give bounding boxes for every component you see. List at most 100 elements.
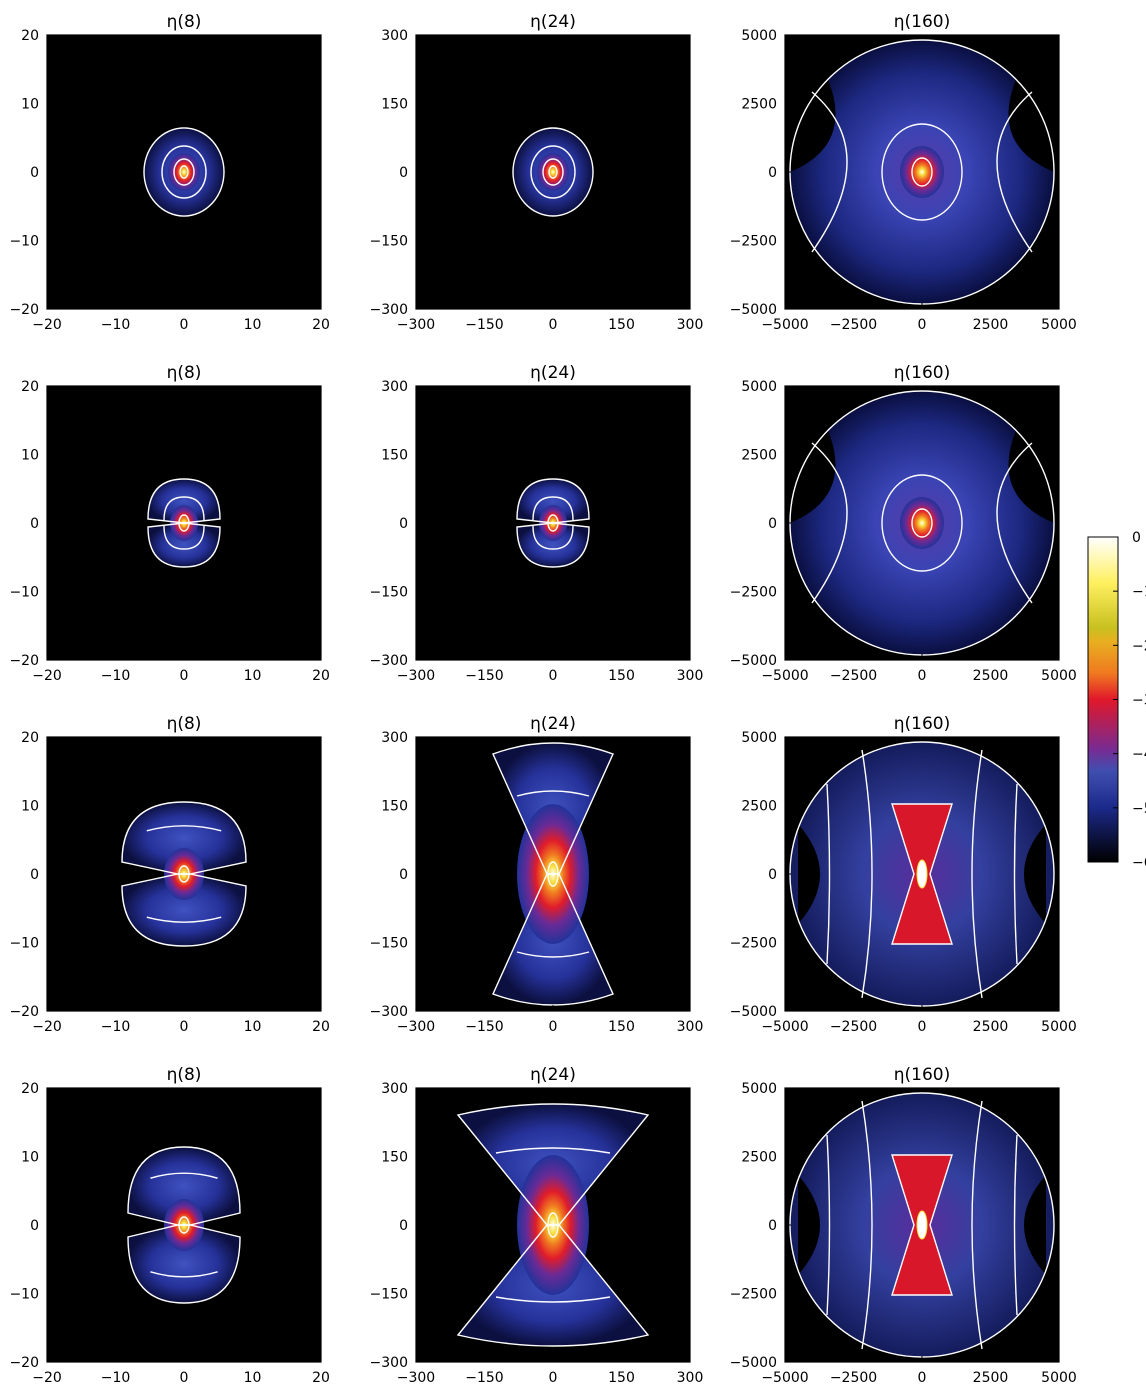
heatmap-dark bbox=[798, 824, 820, 924]
y-tick-label: 300 bbox=[381, 1081, 408, 1097]
y-tick-label: −2500 bbox=[730, 585, 777, 601]
y-tick-label: 0 bbox=[30, 165, 39, 181]
heatmap-core bbox=[537, 153, 569, 191]
contour-line bbox=[121, 801, 247, 875]
x-tick-label: −2500 bbox=[830, 1370, 877, 1386]
x-tick-label: −150 bbox=[465, 1370, 503, 1386]
colorbar: 0 −1 −2 −3 −4 −5 −6 bbox=[1087, 530, 1146, 871]
contour-line bbox=[516, 522, 590, 568]
panel-title: η(24) bbox=[530, 714, 576, 734]
y-tick-label: 10 bbox=[21, 97, 39, 113]
x-tick-label: 0 bbox=[549, 1019, 558, 1035]
y-tick-label: −300 bbox=[370, 302, 408, 318]
y-tick-label: 10 bbox=[21, 1150, 39, 1166]
x-tick-label: −300 bbox=[397, 1370, 435, 1386]
heatmap-lobe bbox=[122, 874, 246, 946]
y-tick-label: −10 bbox=[9, 585, 39, 601]
x-tick-label: 20 bbox=[312, 1019, 330, 1035]
panel-title: η(8) bbox=[167, 12, 202, 32]
y-tick-label: 150 bbox=[381, 1150, 408, 1166]
panel-title: η(160) bbox=[894, 363, 951, 383]
y-tick-label: 300 bbox=[381, 730, 408, 746]
y-tick-label: −20 bbox=[9, 1355, 39, 1371]
colorbar-tick-label: −6 bbox=[1132, 855, 1146, 871]
y-tick-label: −150 bbox=[370, 234, 408, 250]
y-tick-label: 0 bbox=[768, 867, 777, 883]
x-tick-label: 0 bbox=[549, 668, 558, 684]
contour-line bbox=[161, 145, 207, 199]
y-tick-label: 20 bbox=[21, 1081, 39, 1097]
y-tick-label: 0 bbox=[768, 516, 777, 532]
x-tick-label: 2500 bbox=[973, 668, 1009, 684]
heatmap-core bbox=[900, 146, 944, 198]
y-tick-label: −300 bbox=[370, 1355, 408, 1371]
panel-r2-c0: η(8) −20−20 −10 −10 0 0 10 10 20 20 bbox=[9, 714, 329, 1035]
contour-line bbox=[861, 749, 983, 999]
x-tick-label: 10 bbox=[244, 1019, 262, 1035]
contour-line bbox=[173, 158, 195, 186]
y-tick-label: −20 bbox=[9, 653, 39, 669]
contour-line bbox=[121, 873, 247, 947]
x-tick-label: 0 bbox=[180, 317, 189, 333]
contour-line bbox=[547, 514, 559, 532]
contour-line bbox=[143, 127, 225, 217]
contour-line bbox=[530, 145, 576, 199]
y-tick-label: −5000 bbox=[730, 1004, 777, 1020]
y-tick-label: −20 bbox=[9, 302, 39, 318]
x-tick-label: 10 bbox=[244, 317, 262, 333]
colorbar-tick-label: −3 bbox=[1132, 693, 1146, 709]
panel-r3-c1: η(24) −300−300 −150 −150 0 0 150 150 300 300 bbox=[370, 1065, 704, 1386]
x-tick-label: −300 bbox=[397, 1019, 435, 1035]
panel-r0-c0: η(8) −20−20 −10 −10 0 0 10 10 20 20 bbox=[9, 12, 329, 333]
y-tick-label: 10 bbox=[21, 448, 39, 464]
panel-r3-c0: η(8) −20−20 −10 −10 0 0 10 10 20 20 bbox=[9, 1065, 329, 1386]
panel-r0-c1: η(24) −300−300 −150 −150 0 0 150 150 300 300 bbox=[370, 12, 704, 333]
x-tick-label: −10 bbox=[101, 1019, 131, 1035]
y-tick-label: −5000 bbox=[730, 302, 777, 318]
heatmap-peak bbox=[916, 859, 928, 889]
heatmap-lobe bbox=[517, 479, 589, 523]
x-tick-label: 0 bbox=[918, 317, 927, 333]
contour-line bbox=[150, 1172, 218, 1278]
y-tick-label: 20 bbox=[21, 730, 39, 746]
x-tick-label: −150 bbox=[465, 1019, 503, 1035]
x-tick-label: −150 bbox=[465, 317, 503, 333]
contour-line bbox=[881, 474, 963, 572]
x-tick-label: −20 bbox=[32, 668, 62, 684]
panel-title: η(8) bbox=[167, 363, 202, 383]
x-tick-label: −5000 bbox=[761, 1019, 808, 1035]
contour-line bbox=[516, 790, 590, 958]
contour-line bbox=[492, 742, 614, 875]
y-tick-label: −10 bbox=[9, 936, 39, 952]
x-tick-label: 0 bbox=[180, 1370, 189, 1386]
contour-line bbox=[881, 123, 963, 221]
panel-r2-c2: η(160) −5000−5000 −2500 −2500 0 0 2500 2500 5000… bbox=[730, 714, 1077, 1035]
x-tick-label: 150 bbox=[608, 1019, 635, 1035]
y-tick-label: 5000 bbox=[741, 730, 777, 746]
contour-line bbox=[178, 865, 190, 883]
y-tick-label: −20 bbox=[9, 1004, 39, 1020]
y-tick-label: 0 bbox=[399, 1218, 408, 1234]
contour-line bbox=[178, 514, 190, 532]
heatmap-dark bbox=[1024, 1175, 1046, 1275]
colorbar-tick-label: −2 bbox=[1132, 638, 1146, 654]
panel-r0-c2: η(160) −5000−5000 −2500 −2500 0 0 2500 2500 5000… bbox=[730, 12, 1077, 333]
y-tick-label: −10 bbox=[9, 234, 39, 250]
y-tick-label: 0 bbox=[30, 516, 39, 532]
x-tick-label: 5000 bbox=[1041, 317, 1077, 333]
heatmap-peak bbox=[916, 1210, 928, 1240]
contour-line bbox=[547, 861, 559, 887]
y-tick-label: 0 bbox=[399, 165, 408, 181]
x-tick-label: −300 bbox=[397, 668, 435, 684]
panel-title: η(8) bbox=[167, 714, 202, 734]
y-tick-label: 0 bbox=[768, 1218, 777, 1234]
colorbar-tick-label: −4 bbox=[1132, 747, 1146, 763]
x-tick-label: −10 bbox=[101, 317, 131, 333]
y-tick-label: 150 bbox=[381, 97, 408, 113]
panel-title: η(24) bbox=[530, 1065, 576, 1085]
x-tick-label: −2500 bbox=[830, 1019, 877, 1035]
x-tick-label: 0 bbox=[180, 1019, 189, 1035]
y-tick-label: −10 bbox=[9, 1287, 39, 1303]
x-tick-label: −20 bbox=[32, 1019, 62, 1035]
heatmap-dark bbox=[1008, 62, 1059, 172]
